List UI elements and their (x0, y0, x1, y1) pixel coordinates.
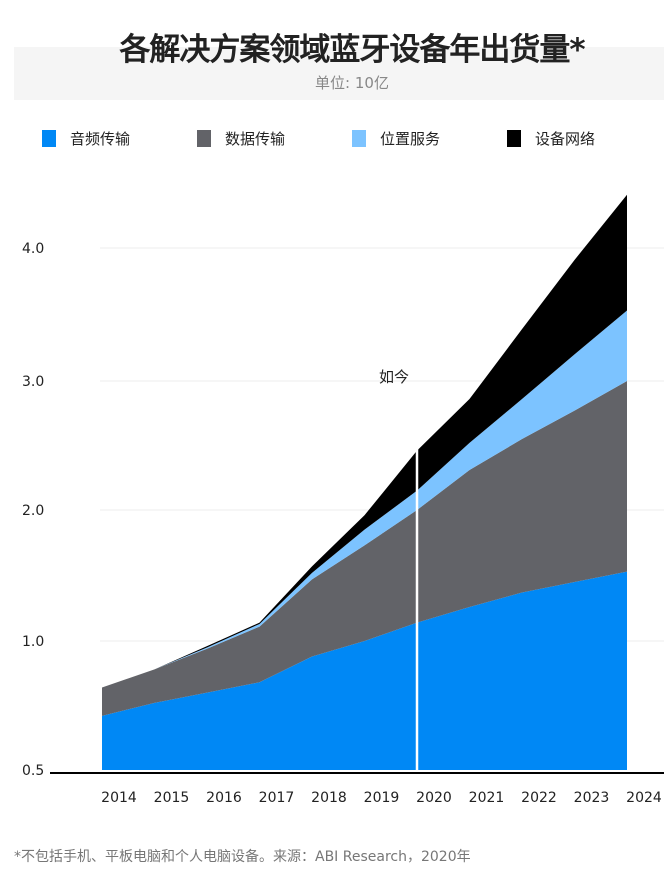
chart-subtitle: 单位: 10亿 (315, 74, 389, 92)
y-tick-label: 1.0 (22, 634, 44, 650)
x-tick-label: 2020 (416, 790, 452, 806)
x-tick-label: 2017 (259, 790, 295, 806)
y-tick-label: 3.0 (22, 374, 44, 390)
legend: 音频传输 数据传输 位置服务 设备网络 (42, 128, 662, 149)
x-tick-label: 2014 (101, 790, 137, 806)
today-marker-label: 如今 (379, 368, 409, 386)
x-tick-label: 2023 (574, 790, 610, 806)
legend-swatch (507, 130, 521, 147)
area-音频传输 (102, 571, 627, 770)
y-tick-label: 4.0 (22, 241, 44, 257)
legend-label: 位置服务 (380, 130, 441, 148)
legend-swatch (197, 130, 211, 147)
y-tick-label: 0.5 (22, 763, 44, 779)
legend-swatch (352, 130, 366, 147)
legend-label: 数据传输 (225, 130, 286, 148)
chart-title: 各解决方案领域蓝牙设备年出货量* (119, 32, 585, 68)
y-tick-label: 2.0 (22, 503, 44, 519)
legend-item: 数据传输 (197, 128, 352, 149)
legend-item: 位置服务 (352, 128, 507, 149)
area-数据传输 (102, 381, 627, 716)
title-band (14, 47, 664, 100)
x-tick-label: 2019 (364, 790, 400, 806)
x-tick-label: 2021 (469, 790, 505, 806)
legend-label: 音频传输 (70, 130, 131, 148)
x-tick-label: 2016 (206, 790, 242, 806)
footnote: *不包括手机、平板电脑和个人电脑设备。来源：ABI Research，2020年 (14, 849, 471, 865)
legend-label: 设备网络 (535, 130, 596, 148)
x-tick-label: 2024 (626, 790, 662, 806)
x-tick-label: 2018 (311, 790, 347, 806)
legend-item: 音频传输 (42, 128, 197, 149)
legend-swatch (42, 130, 56, 147)
x-tick-label: 2015 (154, 790, 190, 806)
x-tick-label: 2022 (521, 790, 557, 806)
legend-item: 设备网络 (507, 128, 662, 149)
